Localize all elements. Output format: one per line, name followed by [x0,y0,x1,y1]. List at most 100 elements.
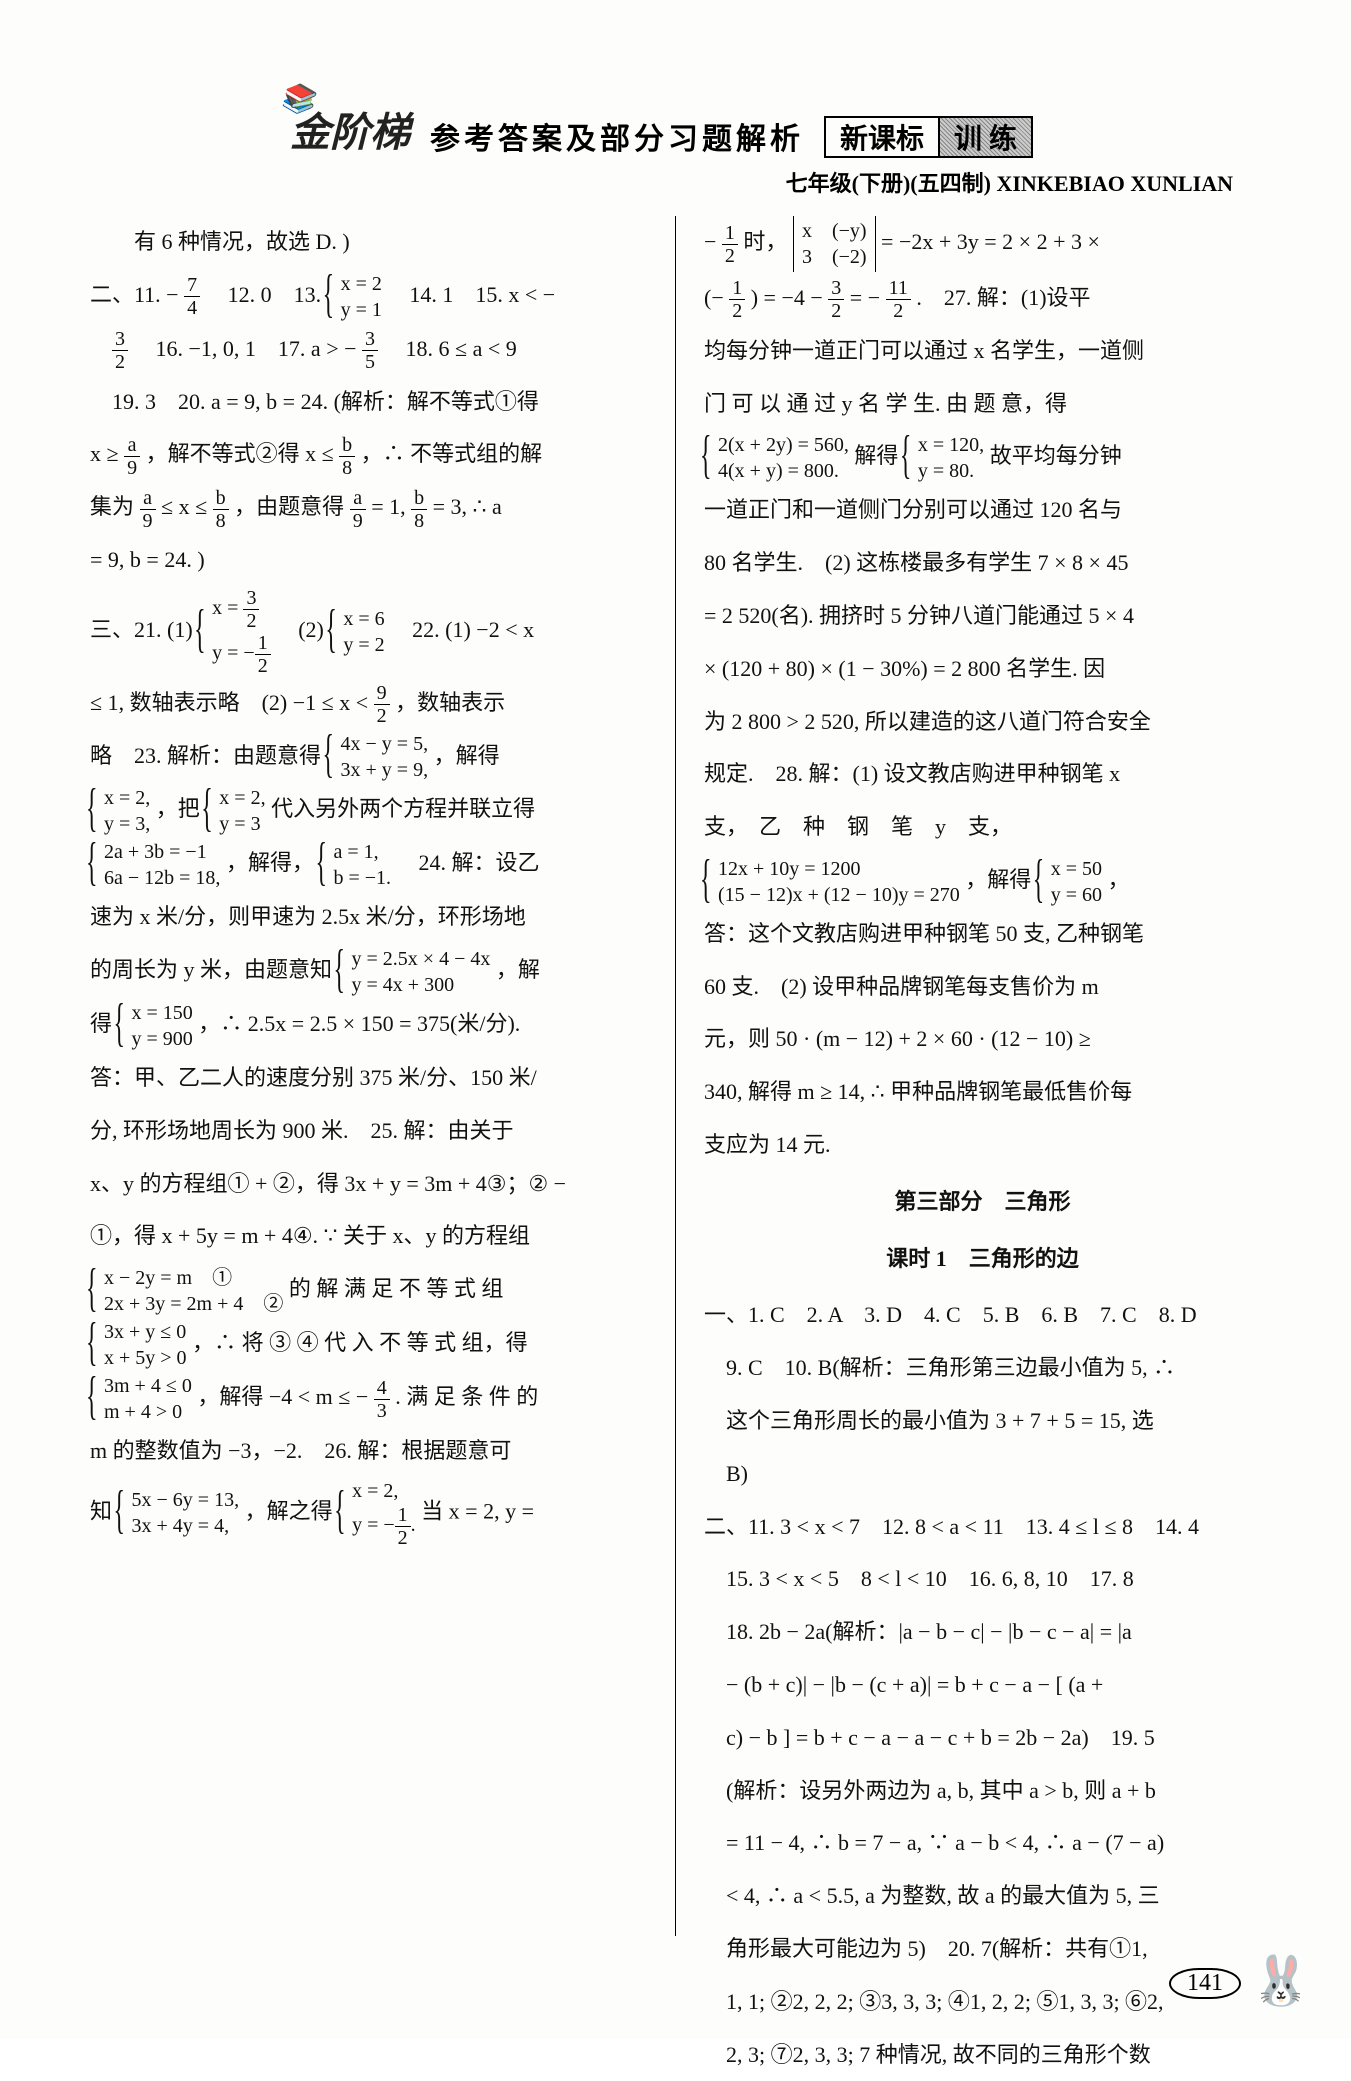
fraction: 32 [112,328,128,373]
text-line: − (b + c)| − |b − (c + a)| = b + c − a −… [704,1659,1261,1712]
part3-title: 第三部分 三角形 [704,1176,1261,1229]
text-line: 三、21. (1) x = 32y = −12 (2) x = 6y = 2 2… [90,587,647,677]
t: ) = −4 − [751,285,829,310]
subheader: 七年级(下册)(五四制) XINKEBIAO XUNLIAN [90,166,1261,198]
t: − [704,229,716,254]
text-line: 支应为 14 元. [704,1119,1261,1172]
text-line: 12x + 10y = 1200(15 − 12)x + (12 − 10)y … [704,854,1261,908]
t: ，解得 −4 < m ≤ − [197,1384,368,1409]
text-line: 为 2 800 > 2 520, 所以建造的这八道门符合安全 [704,696,1261,749]
text-line: 速为 x 米/分，则甲速为 2.5x 米/分，环形场地 [90,891,647,944]
text-line: 规定. 28. 解：(1) 设文教店购进甲种钢笔 x [704,748,1261,801]
t: ，解得 [965,867,1037,892]
text-line: 15. 3 < x < 5 8 < l < 10 16. 6, 8, 10 17… [704,1553,1261,1606]
fraction: b8 [411,487,427,532]
system: y = 2.5x × 4 − 4xy = 4x + 300 [338,946,491,998]
t: ，∴ 不等式组的解 [361,441,543,466]
text-line: 知 5x − 6y = 13,3x + 4y = 4, ，解之得 x = 2,y… [90,1478,647,1549]
text-line: 角形最大可能边为 5) 20. 7(解析：共有①1, [704,1923,1261,1976]
fraction: 32 [828,277,844,322]
t: 18. 6 ≤ a < 9 [384,336,517,361]
t: (− [704,285,724,310]
determinant: x (−y) 3 (−2) [793,216,876,272]
t: 的 解 满 足 不 等 式 组 [289,1276,504,1301]
system: x = 50y = 60 [1037,856,1102,908]
system: 2a + 3b = −16a − 12b = 18, [90,839,220,891]
t: ≤ 1, 数轴表示略 (2) −1 ≤ x < [90,690,374,715]
text-line: 略 23. 解析：由题意得 4x − y = 5,3x + y = 9, ，解得 [90,730,647,784]
t: 集为 [90,494,140,519]
system: 4x − y = 5,3x + y = 9, [327,731,429,783]
text-line: 支， 乙 种 钢 笔 y 支， [704,801,1261,854]
fraction: a9 [124,434,140,479]
t: 当 x = 2, y = [421,1498,534,1523]
text-line: = 2 520(名). 拥挤时 5 分钟八道门能通过 5 × 4 [704,590,1261,643]
text-line: 3m + 4 ≤ 0m + 4 > 0 ，解得 −4 < m ≤ − 43 . … [90,1371,647,1425]
system: x = 150y = 900 [118,1000,193,1052]
t: ，由题意得 [234,494,350,519]
text-line: 60 支. (2) 设甲种品牌钢笔每支售价为 m [704,961,1261,1014]
text-line: 这个三角形周长的最小值为 3 + 7 + 5 = 15, 选 [704,1395,1261,1448]
system: x = 2,y = −12. [338,1478,416,1549]
t: ≤ x ≤ [161,494,213,519]
t: ，数轴表示 [395,690,505,715]
t: 的周长为 y 米，由题意知 [90,957,338,982]
header-box: 新课标 训 练 [824,116,1033,158]
text-line: 32 16. −1, 0, 1 17. a > − 35 18. 6 ≤ a <… [90,323,647,376]
system: 2(x + 2y) = 560,4(x + y) = 800. [704,432,849,484]
system: x = 32y = −12 [198,587,271,677]
fraction: 35 [362,328,378,373]
text-line: 元，则 50 · (m − 12) + 2 × 60 · (12 − 10) ≥ [704,1013,1261,1066]
fraction: b8 [213,487,229,532]
t: 略 23. 解析：由题意得 [90,743,327,768]
text-line: < 4, ∴ a < 5.5, a 为整数, 故 a 的最大值为 5, 三 [704,1870,1261,1923]
logo: 📚 金阶梯 [290,100,410,158]
text-line: 19. 3 20. a = 9, b = 24. (解析：解不等式①得 [90,376,647,429]
fraction: b8 [339,434,355,479]
logo-text: 金阶梯 [290,110,410,155]
text-line: (− 12 ) = −4 − 32 = − 112 . 27. 解：(1)设平 [704,272,1261,325]
header-box-xkb: 新课标 [826,118,938,156]
text-line: 9. C 10. B(解析：三角形第三边最小值为 5, ∴ [704,1342,1261,1395]
t: = −2x + 3y = 2 × 2 + 3 × [881,229,1100,254]
t: x ≥ [90,441,124,466]
t: (2) [276,617,329,642]
t: ，解 [496,957,540,982]
t: ， [1108,867,1130,892]
text-line: ≤ 1, 数轴表示略 (2) −1 ≤ x < 92 ，数轴表示 [90,677,647,730]
rabbit-icon: 🐰 [1251,1952,1311,2009]
t: 解得 [854,443,904,468]
text-line: 18. 2b − 2a(解析：|a − b − c| − |b − c − a|… [704,1606,1261,1659]
header-title: 参考答案及部分习题解析 [430,114,804,158]
book-icon: 📚 [280,82,315,116]
text-line: 集为 a9 ≤ x ≤ b8 ，由题意得 a9 = 1, b8 = 3, ∴ a [90,481,647,534]
text-line: 3x + y ≤ 0x + 5y > 0 ，∴ 将 ③ ④ 代 入 不 等 式 … [90,1317,647,1371]
system: x − 2y = m ①2x + 3y = 2m + 4 ② [90,1265,283,1317]
text-line: 2, 3; ⑦2, 3, 3; 7 种情况, 故不同的三角形个数 [704,2029,1261,2081]
t: 三、21. (1) [90,617,198,642]
text-line: 得 x = 150y = 900 ，∴ 2.5x = 2.5 × 150 = 3… [90,998,647,1052]
t: 二、11. − [90,282,179,307]
text-line: m 的整数值为 −3，−2. 26. 解：根据题意可 [90,1425,647,1478]
text-line: 门 可 以 通 过 y 名 学 生. 由 题 意，得 [704,378,1261,431]
text-line: ①，得 x + 5y = m + 4④. ∵ 关于 x、y 的方程组 [90,1210,647,1263]
fraction: 74 [184,274,200,319]
system: x = 6y = 2 [329,606,384,658]
text-line: 的周长为 y 米，由题意知 y = 2.5x × 4 − 4xy = 4x + … [90,944,647,998]
text-line: = 9, b = 24. ) [90,534,647,587]
t: = − [850,285,880,310]
t: ，∴ 2.5x = 2.5 × 150 = 375(米/分). [198,1011,520,1036]
text-line: 有 6 种情况，故选 D. ) [90,216,647,269]
text-line: 2(x + 2y) = 560,4(x + y) = 800. 解得 x = 1… [704,430,1261,484]
t: 24. 解：设乙 [397,850,540,875]
system: x = 120,y = 80. [904,432,984,484]
text-line: 2a + 3b = −16a − 12b = 18, ，解得， a = 1,b … [90,837,647,891]
system: a = 1,b = −1. [319,839,391,891]
text-line: 二、11. 3 < x < 7 12. 8 < a < 11 13. 4 ≤ l… [704,1501,1261,1554]
t: 故平均每分钟 [990,443,1122,468]
t: 时， [743,229,787,254]
text-line: x ≥ a9 ，解不等式②得 x ≤ b8 ，∴ 不等式组的解 [90,428,647,481]
t: 12. 0 13. [206,282,327,307]
t: ，解得， [226,850,314,875]
text-line: 均每分钟一道正门可以通过 x 名学生，一道侧 [704,325,1261,378]
